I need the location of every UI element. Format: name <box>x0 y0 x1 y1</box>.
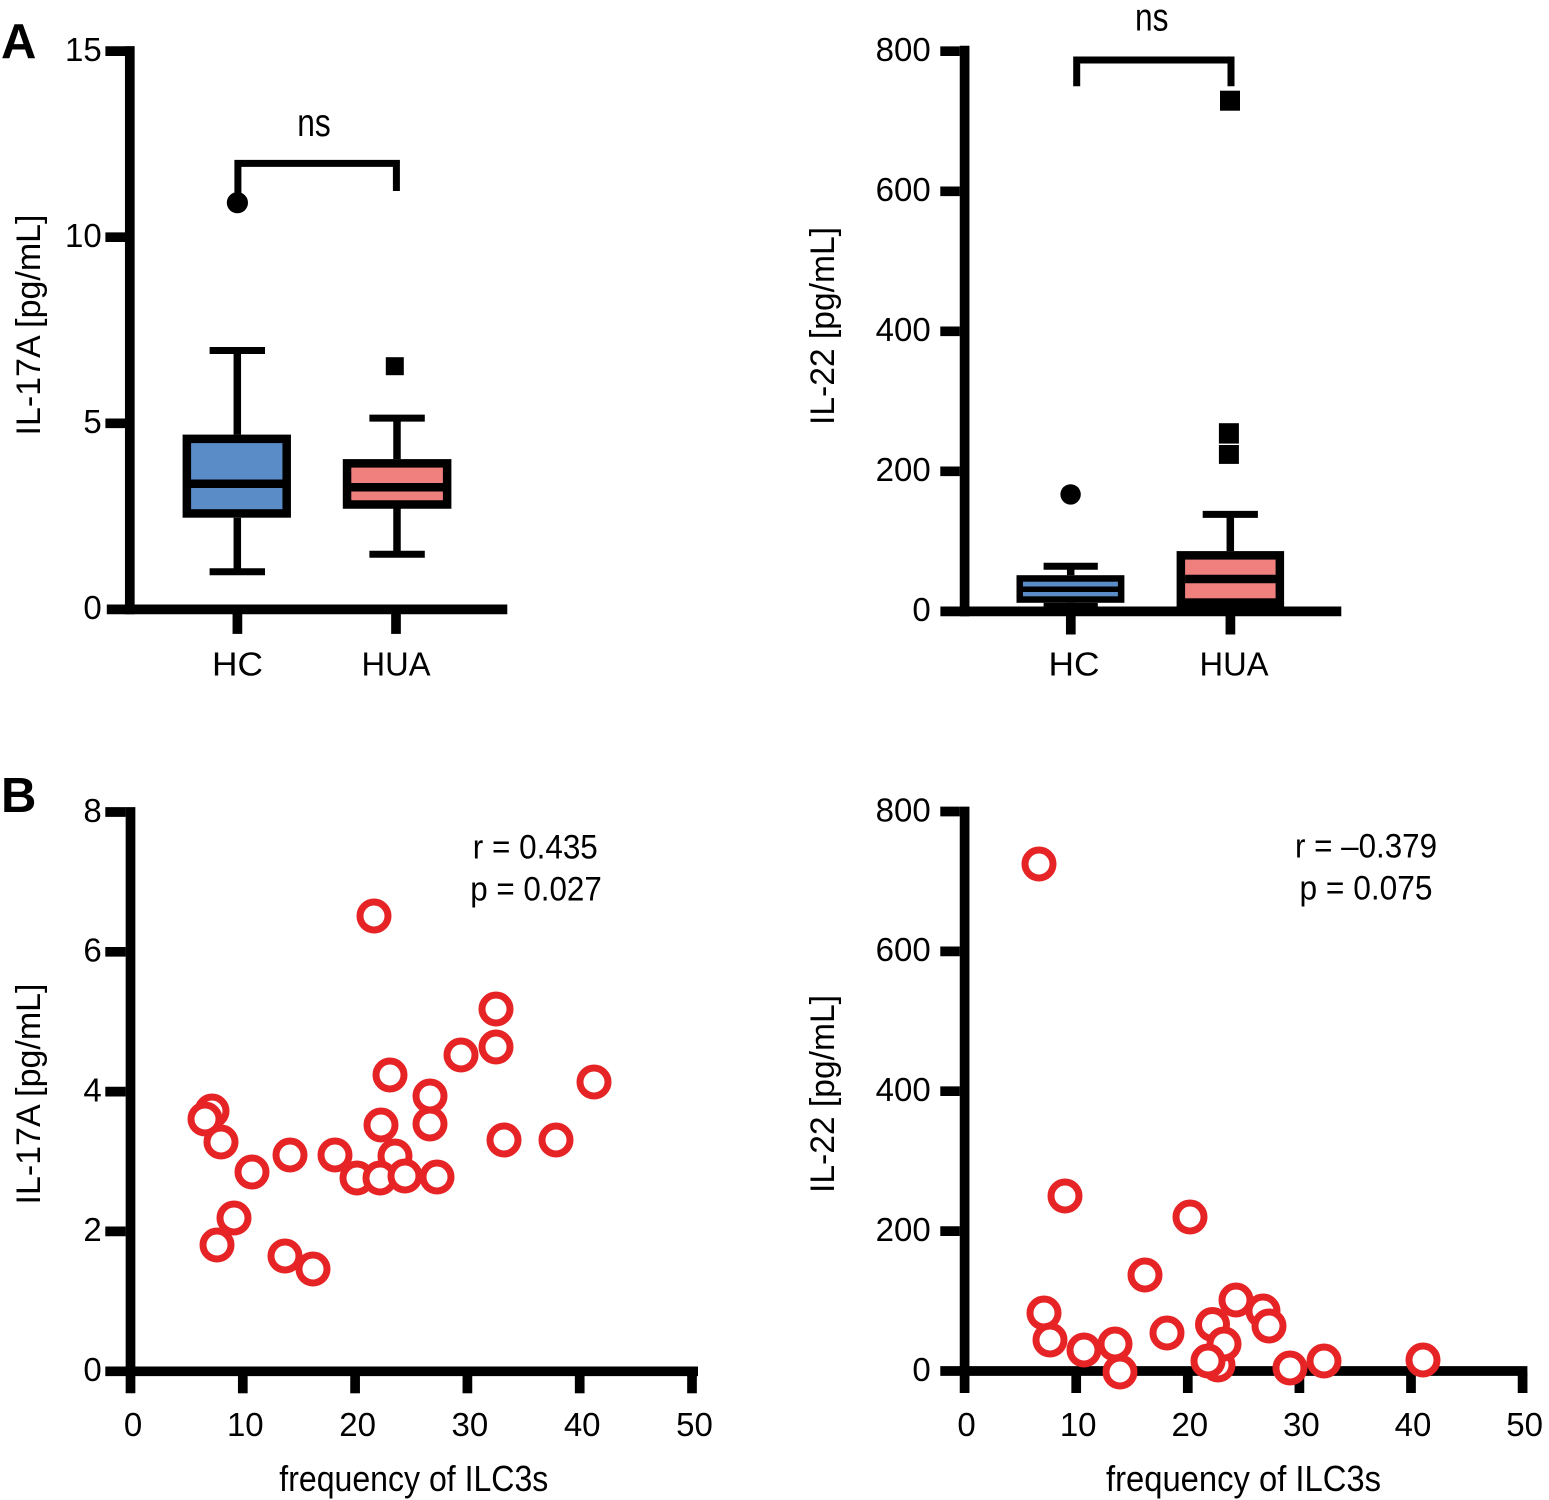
svg-text:400: 400 <box>876 311 931 348</box>
svg-text:0: 0 <box>912 591 930 628</box>
svg-text:HC: HC <box>212 646 263 683</box>
svg-text:frequency of ILC3s: frequency of ILC3s <box>1106 1458 1381 1499</box>
svg-text:400: 400 <box>876 1071 931 1108</box>
svg-text:200: 200 <box>876 1211 931 1248</box>
svg-text:20: 20 <box>339 1406 376 1443</box>
svg-text:30: 30 <box>452 1406 489 1443</box>
svg-text:0: 0 <box>912 1351 930 1388</box>
svg-text:10: 10 <box>227 1406 264 1443</box>
svg-text:p = 0.027: p = 0.027 <box>470 870 602 908</box>
svg-text:10: 10 <box>65 217 102 254</box>
svg-text:ns: ns <box>297 102 331 145</box>
svg-text:8: 8 <box>83 792 101 829</box>
svg-text:600: 600 <box>876 931 931 968</box>
svg-text:r = 0.435: r = 0.435 <box>473 828 598 866</box>
svg-text:50: 50 <box>676 1406 713 1443</box>
svg-text:10: 10 <box>1060 1406 1097 1443</box>
svg-text:IL-22 [pg/mL]: IL-22 [pg/mL] <box>804 995 842 1193</box>
svg-text:0: 0 <box>124 1406 142 1443</box>
svg-text:600: 600 <box>876 171 931 208</box>
svg-text:2: 2 <box>83 1211 101 1248</box>
svg-text:HUA: HUA <box>362 646 431 683</box>
svg-text:0: 0 <box>83 1351 101 1388</box>
svg-text:200: 200 <box>876 451 931 488</box>
svg-text:5: 5 <box>83 403 101 440</box>
svg-text:IL-17A [pg/mL]: IL-17A [pg/mL] <box>10 984 48 1205</box>
svg-text:50: 50 <box>1506 1406 1543 1443</box>
svg-text:30: 30 <box>1283 1406 1320 1443</box>
svg-text:15: 15 <box>65 31 102 68</box>
svg-text:800: 800 <box>876 31 931 68</box>
svg-text:frequency of ILC3s: frequency of ILC3s <box>279 1458 548 1499</box>
svg-text:4: 4 <box>83 1071 101 1108</box>
svg-text:HC: HC <box>1049 646 1100 683</box>
svg-text:40: 40 <box>564 1406 601 1443</box>
svg-text:20: 20 <box>1171 1406 1208 1443</box>
svg-text:800: 800 <box>876 791 931 828</box>
svg-text:A: A <box>1 15 36 69</box>
svg-text:IL-17A [pg/mL]: IL-17A [pg/mL] <box>10 215 48 436</box>
svg-text:p = 0.075: p = 0.075 <box>1300 870 1433 908</box>
svg-text:IL-22 [pg/mL]: IL-22 [pg/mL] <box>804 227 842 425</box>
svg-text:0: 0 <box>957 1406 975 1443</box>
svg-text:HUA: HUA <box>1200 646 1269 683</box>
svg-text:r = –0.379: r = –0.379 <box>1295 828 1437 866</box>
svg-text:0: 0 <box>83 589 101 626</box>
svg-text:40: 40 <box>1395 1406 1432 1443</box>
svg-text:B: B <box>1 769 36 823</box>
svg-text:6: 6 <box>83 932 101 969</box>
svg-text:ns: ns <box>1135 0 1169 39</box>
